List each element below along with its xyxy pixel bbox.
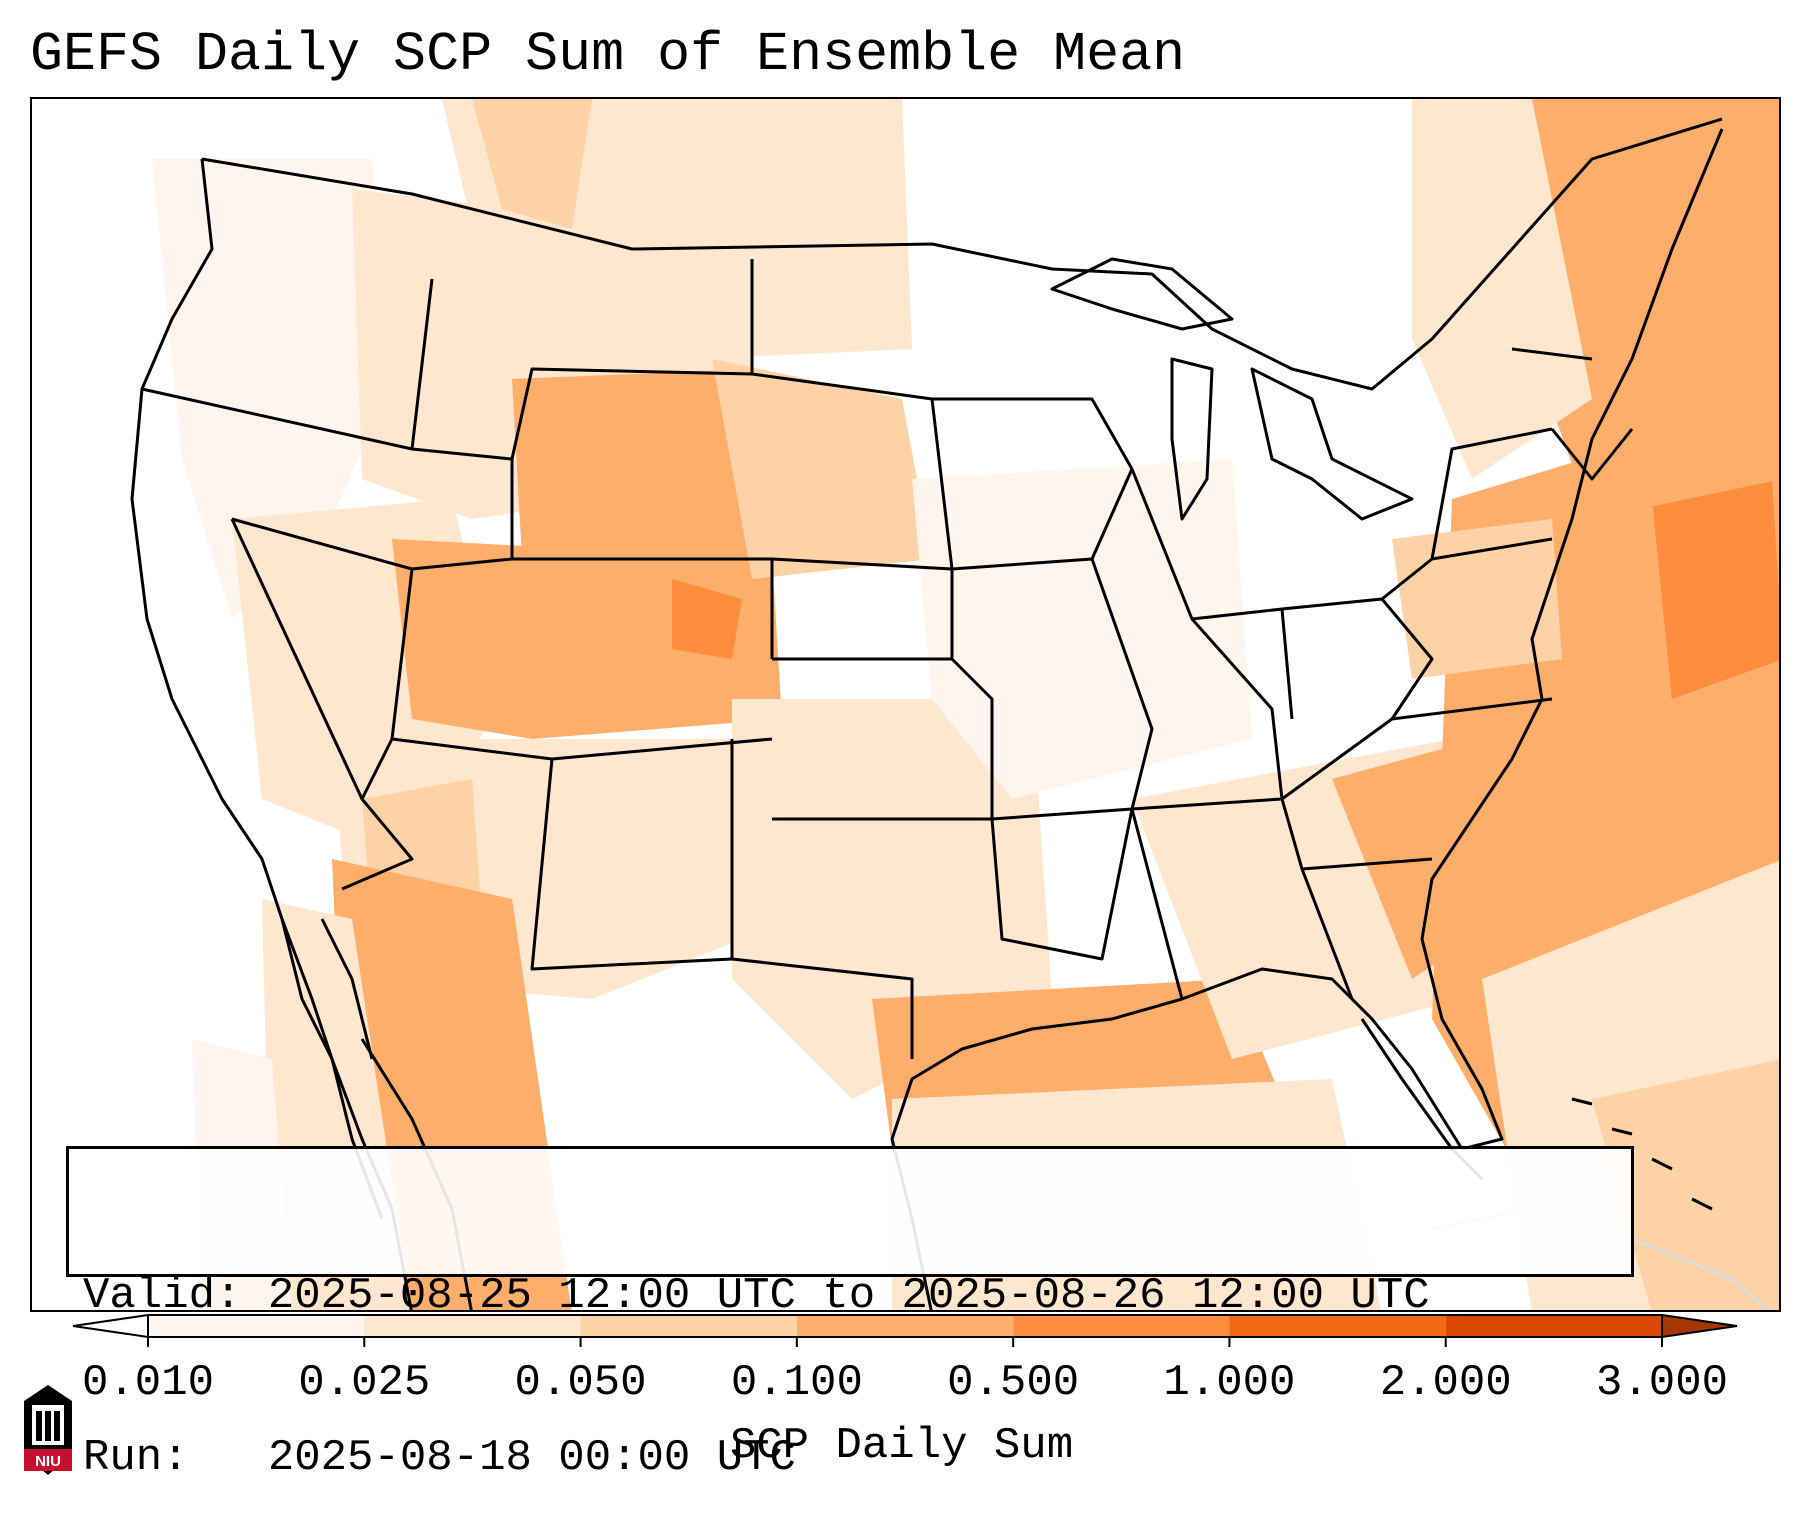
colorbar-segment — [1013, 1315, 1230, 1337]
valid-value: 2025-08-25 12:00 UTC to 2025-08-26 12:00… — [267, 1271, 1430, 1321]
colorbar-segment — [580, 1315, 797, 1337]
shading-wyoming — [512, 369, 752, 559]
colorbar-tick-label: 1.000 — [1163, 1358, 1296, 1408]
colorbar-segment — [1229, 1315, 1446, 1337]
shading-new-england-edge — [1412, 99, 1592, 479]
run-row: Run: 2025-08-18 00:00 UTC — [83, 1431, 1617, 1485]
run-value: 2025-08-18 00:00 UTC — [267, 1433, 796, 1483]
colorbar-tick-label: 2.000 — [1379, 1358, 1512, 1408]
shading-nebraska-dakota — [712, 359, 932, 579]
shading-northwest — [152, 159, 392, 619]
colorbar-tick-labels: 0.010 0.025 0.050 0.100 0.500 1.000 2.000 3.000 — [0, 1355, 1803, 1415]
niu-logo-text: NIU — [35, 1453, 61, 1470]
valid-run-box: Valid: 2025-08-25 12:00 UTC to 2025-08-2… — [66, 1146, 1634, 1483]
lake-huron-erie — [1250, 367, 1414, 521]
colorbar-tick-label: 0.500 — [947, 1358, 1080, 1408]
colorbar-outline — [147, 1314, 1663, 1338]
colorbar — [72, 1313, 1738, 1347]
colorbar-segment — [1445, 1315, 1662, 1337]
scp-shading-field — [32, 99, 1779, 1310]
scp-map — [32, 99, 1779, 1310]
west-coastline — [130, 158, 413, 1310]
state-lines — [141, 259, 1634, 1059]
colorbar-tick-label: 0.010 — [81, 1358, 215, 1408]
niu-logo: NIU — [24, 1385, 72, 1475]
valid-label: Valid: — [83, 1271, 242, 1321]
canada-border — [201, 117, 1723, 391]
valid-row: Valid: 2025-08-25 12:00 UTC to 2025-08-2… — [83, 1269, 1617, 1323]
colorbar-extend-high — [1661, 1313, 1738, 1339]
colorbar-extend-low — [72, 1313, 149, 1339]
colorbar-segment — [148, 1315, 365, 1337]
chart-title: GEFS Daily SCP Sum of Ensemble Mean — [30, 23, 1186, 86]
shading-caribbean — [1592, 1059, 1779, 1310]
run-label: Run: — [83, 1433, 189, 1483]
colorbar-tick-label: 0.025 — [298, 1358, 431, 1408]
colorbar-tick-label: 0.050 — [514, 1358, 647, 1408]
colorbar-segment — [364, 1315, 581, 1337]
map-frame — [30, 97, 1781, 1312]
colorbar-tick-label: 3.000 — [1595, 1358, 1729, 1408]
east-coastline — [890, 128, 1724, 1220]
shading-canada-core — [472, 99, 592, 229]
baja-east — [320, 918, 374, 1060]
shading-colorado-peak — [672, 579, 742, 659]
colorbar-tick-label: 0.100 — [730, 1358, 863, 1408]
colorbar-segment — [796, 1315, 1014, 1337]
shading-midwest — [912, 459, 1252, 799]
lake-michigan — [1170, 357, 1214, 521]
colorbar-label: SCP Daily Sum — [729, 1421, 1074, 1471]
bahamas — [1571, 1097, 1713, 1211]
shading-northeast — [1512, 99, 1779, 519]
shading-atlantic-peak — [1652, 479, 1779, 699]
lake-superior — [1050, 257, 1234, 331]
